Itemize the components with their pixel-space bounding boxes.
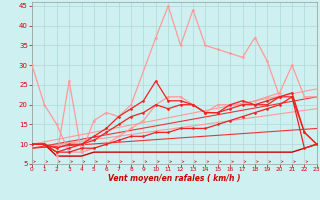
- X-axis label: Vent moyen/en rafales ( km/h ): Vent moyen/en rafales ( km/h ): [108, 174, 241, 183]
